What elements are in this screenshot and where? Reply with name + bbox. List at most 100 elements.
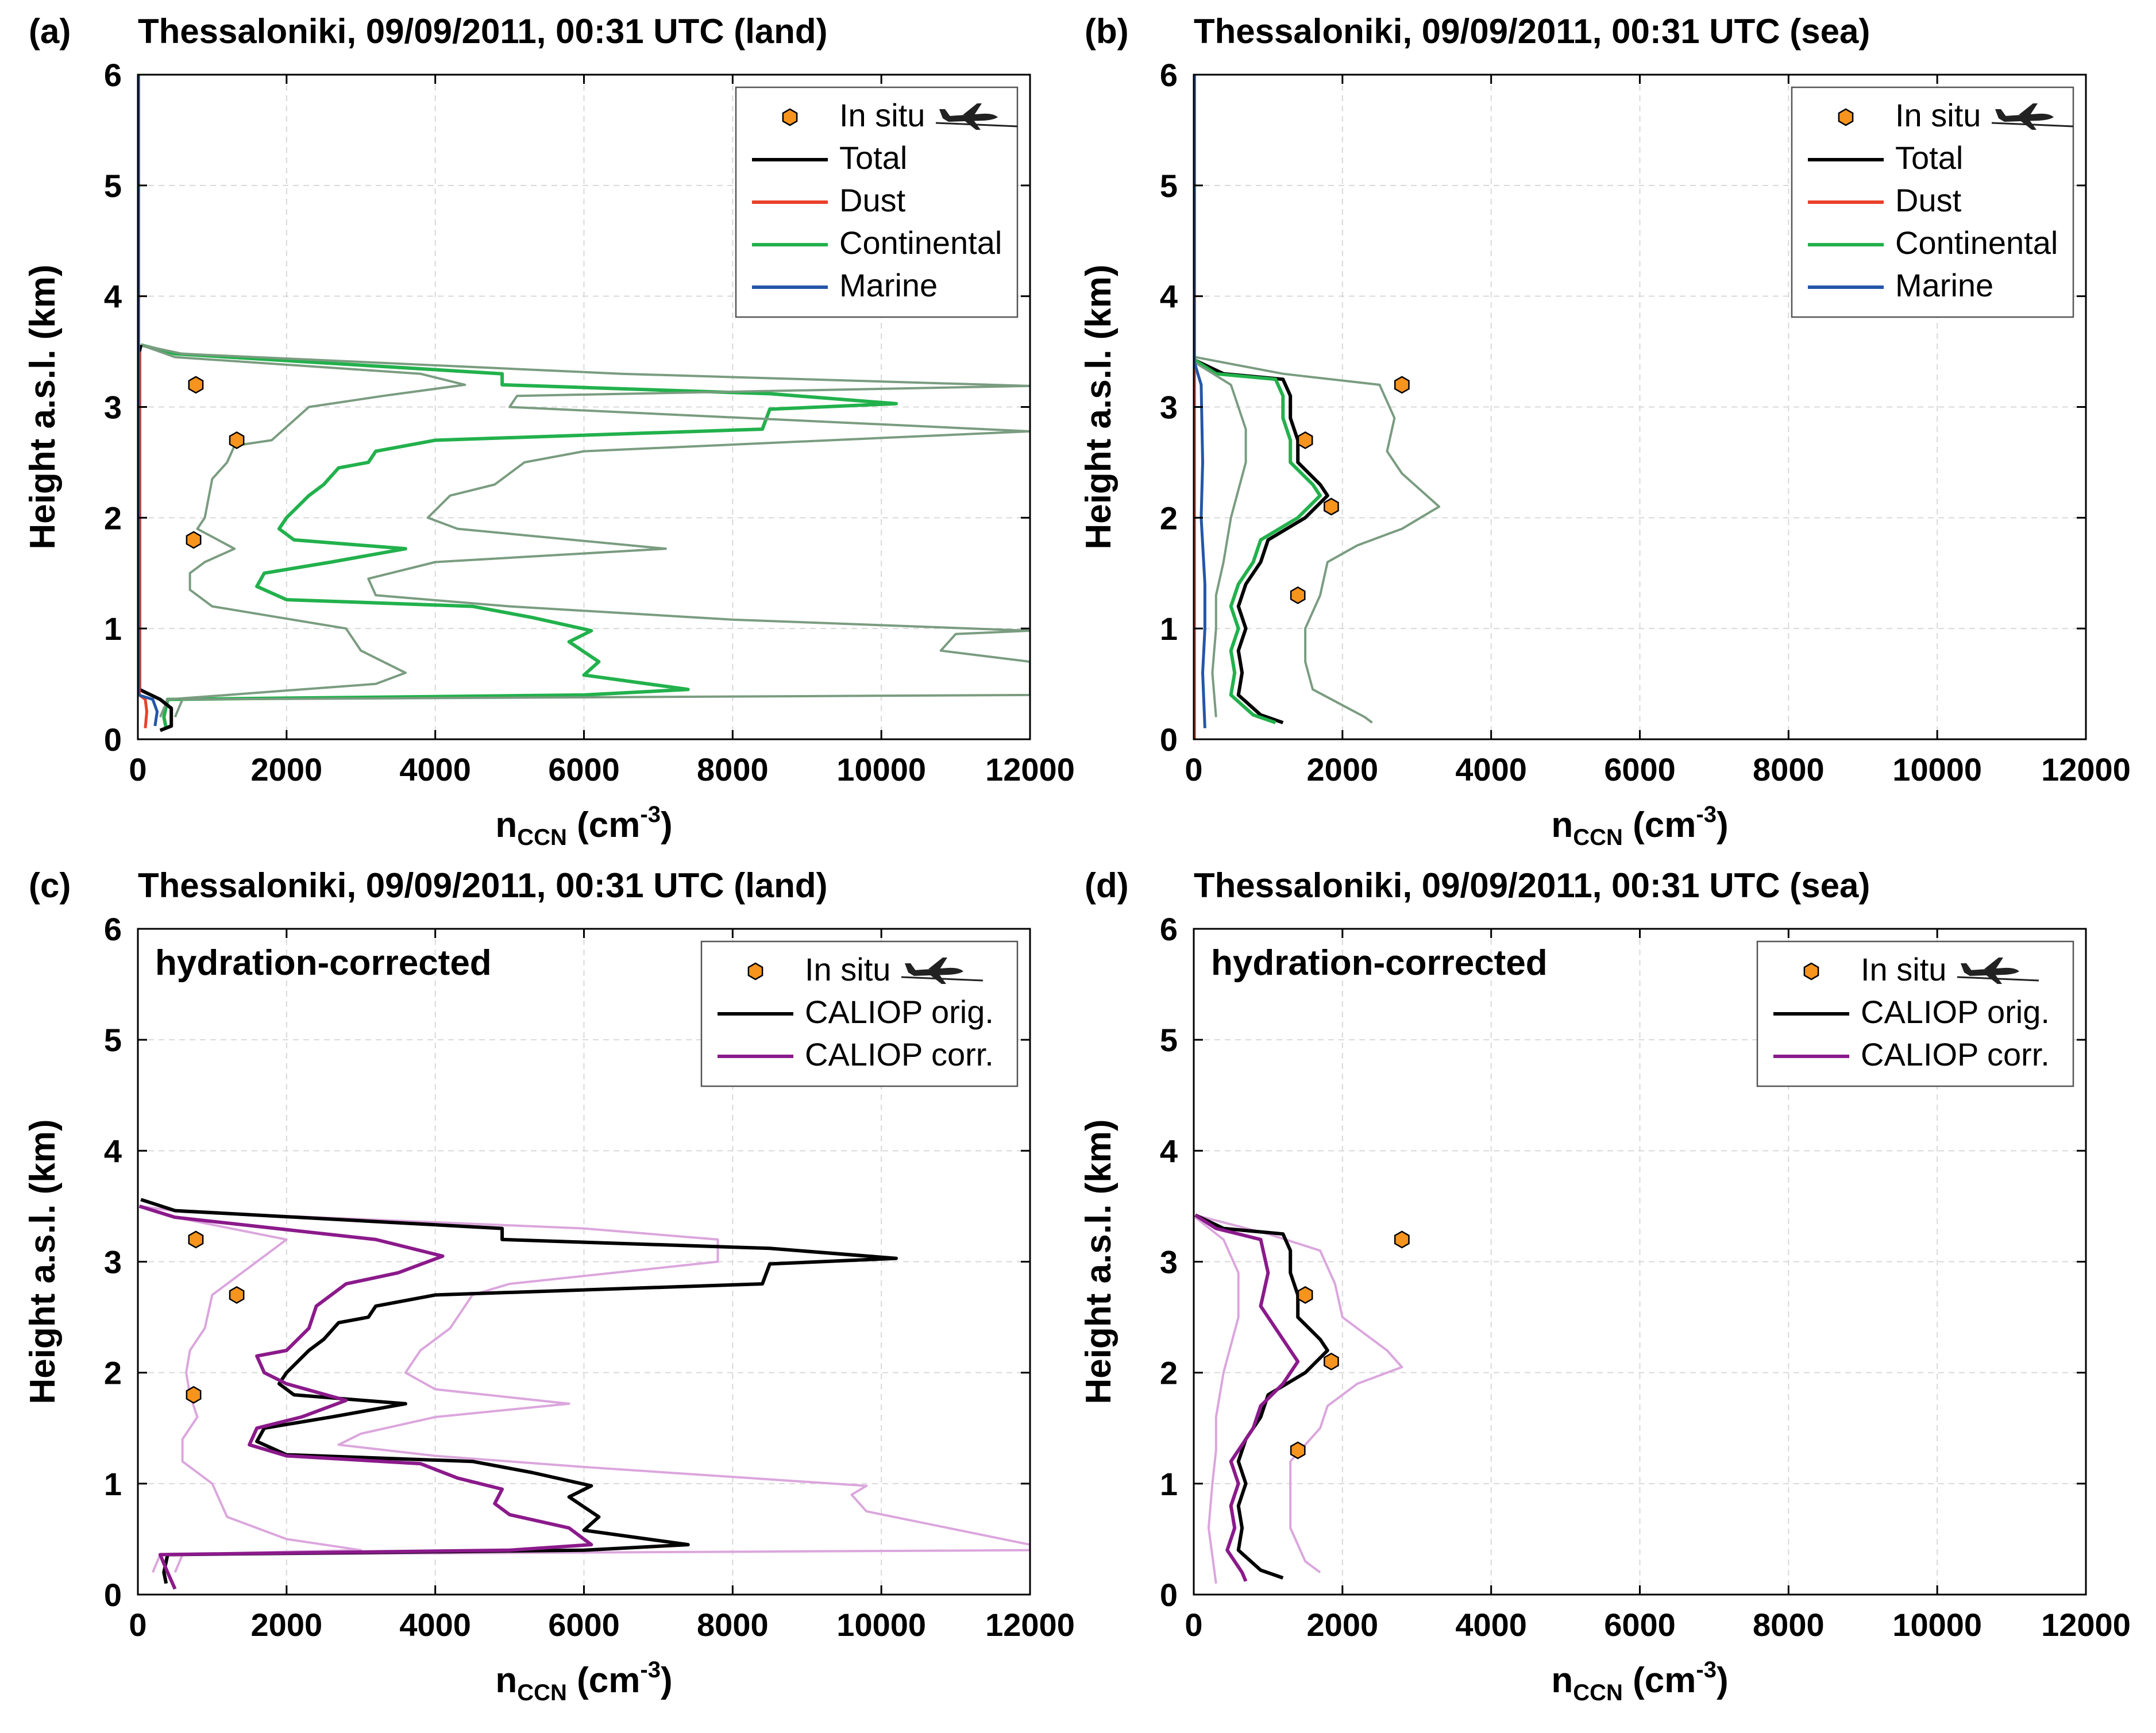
x-tick-label: 2000 [1307,1607,1379,1643]
series-line-total-light [1195,356,1441,724]
series-line-continental-upper [140,343,1030,718]
y-tick-label: 0 [1160,1577,1178,1613]
series-line-marine [1194,75,1206,728]
x-axis-label-sub: CCN [517,1680,567,1705]
panel-a: (a) Thessaloniki, 09/09/2011, 00:31 UTC (… [23,12,1075,850]
y-tick-label: 1 [104,611,122,647]
panel-label: (a) [29,12,71,51]
x-tick-label: 8000 [1753,751,1825,788]
x-axis-label-sub: CCN [1573,825,1623,850]
y-tick-label: 4 [104,279,122,315]
insitu-point [1297,1286,1313,1304]
x-axis-label-close: ) [661,805,673,845]
series-line-total [1194,358,1329,724]
y-tick-label: 2 [1160,1355,1178,1391]
legend-item-label: Dust [1895,182,1962,218]
legend-item-label: Continental [1895,225,2058,261]
legend-item-label: In situ [839,97,925,133]
legend-item-label: CALIOP corr. [1861,1036,2050,1072]
series-line-caliop-orig- [140,1198,898,1584]
x-axis-label-main: n [1551,1661,1573,1700]
x-tick-label: 4000 [399,1607,471,1643]
y-tick-label: 2 [1160,500,1178,536]
insitu-point [1290,1441,1306,1460]
legend-insitu-marker [782,108,798,126]
insitu-point [1297,431,1313,449]
x-tick-label: 12000 [2041,1607,2131,1643]
legend-item-label: In situ [1861,951,1946,987]
y-tick-label: 6 [104,911,122,947]
x-tick-label: 12000 [2041,751,2131,788]
series-line-caliop-orig- [1194,1213,1329,1580]
series-line-caliop-corr-lower [1194,1216,1240,1584]
y-axis-label: Height a.s.l. (km) [1079,1119,1119,1404]
x-tick-label: 6000 [1604,1607,1676,1643]
series-line-continental-lower [140,343,466,718]
legend: In situ CALIOP orig. CALIOP corr. [1756,940,2074,1087]
panel-b: (b) Thessaloniki, 09/09/2011, 00:31 UTC (… [1079,12,2131,850]
chart-title: Thessaloniki, 09/09/2011, 00:31 UTC (lan… [138,12,828,51]
panel-d: (d) Thessaloniki, 09/09/2011, 00:31 UTC (… [1079,866,2131,1705]
annotation-text: hydration-corrected [155,943,492,983]
x-tick-label: 12000 [985,751,1075,788]
legend-item-label: Total [839,140,907,176]
airplane-icon [1991,103,2074,130]
series-line-caliop-corr-upper [139,1205,1030,1573]
y-tick-label: 2 [104,1355,122,1391]
x-tick-label: 0 [1185,751,1202,788]
legend-item-label: Marine [1895,267,1993,303]
x-axis-label-close: ) [1717,805,1729,845]
x-tick-label: 8000 [1753,1607,1825,1643]
insitu-point [1324,1352,1339,1371]
y-tick-label: 3 [104,1244,122,1280]
x-axis-label: nCCN (cm-3) [495,802,672,850]
x-axis-label-unit: (cm [567,805,640,845]
series-line-dust [138,352,148,728]
panel-c: (c) Thessaloniki, 09/09/2011, 00:31 UTC (… [23,866,1075,1705]
x-tick-label: 2000 [1307,751,1379,788]
x-tick-label: 10000 [836,1607,926,1643]
insitu-point [1290,586,1306,604]
y-tick-label: 1 [104,1466,122,1502]
x-tick-label: 6000 [1604,751,1676,788]
x-tick-label: 10000 [1892,1607,1982,1643]
x-tick-label: 0 [129,751,146,788]
legend-item-label: CALIOP orig. [805,994,994,1030]
y-tick-label: 4 [104,1133,122,1169]
legend-item-label: In situ [1895,97,1981,133]
chart-title: Thessaloniki, 09/09/2011, 00:31 UTC (sea… [1194,12,1870,51]
airplane-icon [901,958,983,984]
legend-insitu-marker [1803,962,1819,981]
legend-insitu-marker [1838,108,1854,126]
legend-item-label: Dust [839,182,906,218]
y-tick-label: 3 [1160,1244,1178,1280]
x-tick-label: 4000 [1455,1607,1527,1643]
x-tick-label: 4000 [399,751,471,788]
chart-title: Thessaloniki, 09/09/2011, 00:31 UTC (sea… [1194,866,1870,905]
insitu-point [186,531,202,549]
series-line-caliop-corr-lower [139,1205,362,1573]
airplane-icon [1957,958,2039,984]
x-tick-label: 12000 [985,1607,1075,1643]
y-tick-label: 5 [1160,1022,1178,1058]
y-tick-label: 1 [1160,1466,1178,1502]
y-tick-label: 5 [104,168,122,204]
series-line-continental-lower [1194,361,1247,717]
y-tick-label: 0 [104,1577,122,1613]
x-axis-label-unit: (cm [1623,805,1696,845]
x-axis-label-unit: (cm [567,1661,640,1700]
legend: In situ Total Dust Continental Marine [735,86,1019,318]
legend-insitu-marker [747,962,763,981]
legend-item-label: CALIOP corr. [805,1036,994,1072]
grid [1194,929,2086,1595]
y-tick-label: 1 [1160,611,1178,647]
legend-item-label: Continental [839,225,1002,261]
y-tick-label: 6 [1160,57,1178,93]
series-line-total [138,344,173,732]
x-axis-label-close: ) [661,1661,673,1700]
legend-item-label: CALIOP orig. [1861,994,2050,1030]
y-tick-label: 3 [1160,389,1178,426]
x-axis-label-main: n [495,1661,517,1700]
series-group [138,1198,1030,1590]
